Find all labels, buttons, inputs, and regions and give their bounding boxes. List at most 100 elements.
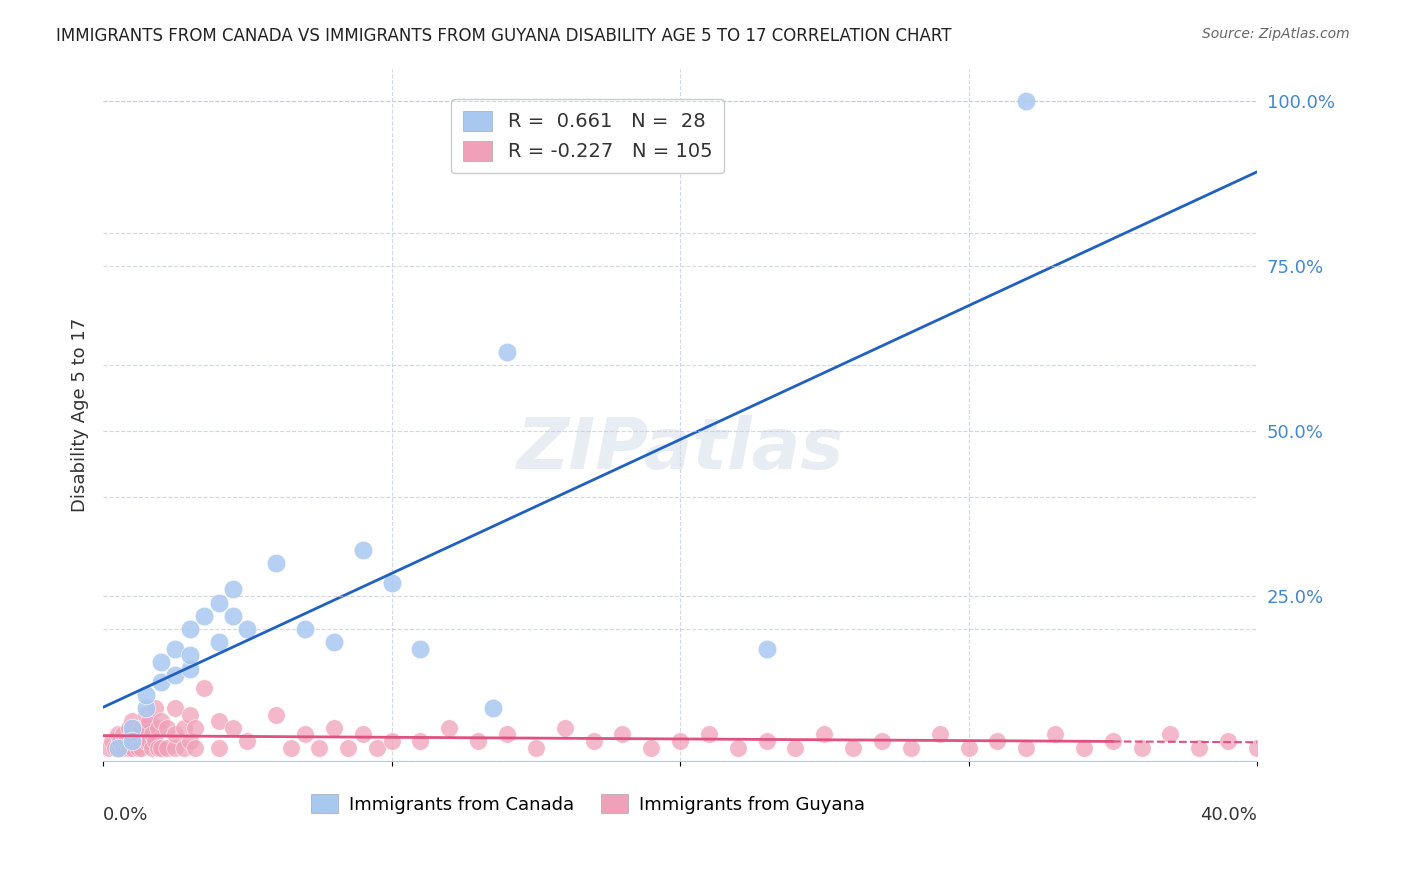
Point — [1275, 727, 1298, 741]
Point — [127, 727, 149, 741]
Point — [184, 740, 207, 755]
Text: Source: ZipAtlas.com: Source: ZipAtlas.com — [1202, 27, 1350, 41]
Point — [179, 622, 201, 636]
Point — [222, 582, 245, 597]
Point — [1218, 734, 1240, 748]
Point — [669, 734, 692, 748]
Point — [1391, 727, 1406, 741]
Point — [308, 740, 330, 755]
Point — [155, 740, 177, 755]
Point — [129, 740, 152, 755]
Point — [207, 635, 229, 649]
Point — [115, 740, 138, 755]
Point — [496, 345, 519, 359]
Point — [129, 721, 152, 735]
Point — [467, 734, 489, 748]
Point — [112, 740, 135, 755]
Point — [1043, 727, 1066, 741]
Point — [146, 721, 169, 735]
Point — [352, 542, 374, 557]
Point — [640, 740, 662, 755]
Point — [146, 740, 169, 755]
Point — [236, 622, 259, 636]
Point — [184, 721, 207, 735]
Point — [294, 727, 316, 741]
Point — [115, 734, 138, 748]
Legend: Immigrants from Canada, Immigrants from Guyana: Immigrants from Canada, Immigrants from … — [304, 788, 872, 821]
Text: ZIPatlas: ZIPatlas — [516, 415, 844, 483]
Point — [928, 727, 950, 741]
Point — [1188, 740, 1211, 755]
Point — [179, 707, 201, 722]
Point — [280, 740, 302, 755]
Point — [322, 721, 344, 735]
Point — [141, 740, 163, 755]
Point — [165, 668, 187, 682]
Point — [439, 721, 461, 735]
Text: 40.0%: 40.0% — [1201, 805, 1257, 824]
Point — [107, 740, 129, 755]
Point — [755, 641, 778, 656]
Point — [149, 714, 172, 729]
Point — [165, 701, 187, 715]
Point — [155, 721, 177, 735]
Text: IMMIGRANTS FROM CANADA VS IMMIGRANTS FROM GUYANA DISABILITY AGE 5 TO 17 CORRELAT: IMMIGRANTS FROM CANADA VS IMMIGRANTS FRO… — [56, 27, 952, 45]
Point — [481, 701, 503, 715]
Point — [554, 721, 576, 735]
Point — [121, 734, 143, 748]
Point — [149, 655, 172, 669]
Point — [121, 714, 143, 729]
Point — [1101, 734, 1123, 748]
Point — [612, 727, 634, 741]
Point — [409, 641, 432, 656]
Point — [842, 740, 865, 755]
Point — [118, 721, 141, 735]
Point — [207, 714, 229, 729]
Point — [149, 740, 172, 755]
Point — [1333, 734, 1355, 748]
Point — [121, 740, 143, 755]
Point — [97, 740, 120, 755]
Point — [135, 721, 157, 735]
Point — [143, 734, 166, 748]
Point — [135, 707, 157, 722]
Point — [337, 740, 360, 755]
Point — [118, 740, 141, 755]
Point — [381, 734, 404, 748]
Point — [264, 556, 287, 570]
Point — [870, 734, 893, 748]
Point — [366, 740, 388, 755]
Point — [582, 734, 605, 748]
Point — [785, 740, 807, 755]
Point — [135, 701, 157, 715]
Point — [101, 734, 124, 748]
Point — [138, 734, 160, 748]
Point — [207, 596, 229, 610]
Point — [900, 740, 922, 755]
Point — [697, 727, 720, 741]
Point — [121, 734, 143, 748]
Point — [813, 727, 835, 741]
Point — [381, 575, 404, 590]
Point — [207, 740, 229, 755]
Point — [179, 734, 201, 748]
Point — [127, 740, 149, 755]
Point — [143, 701, 166, 715]
Point — [104, 740, 127, 755]
Point — [236, 734, 259, 748]
Point — [193, 681, 215, 696]
Point — [222, 721, 245, 735]
Point — [1159, 727, 1181, 741]
Point — [1073, 740, 1095, 755]
Point — [193, 608, 215, 623]
Point — [1361, 740, 1384, 755]
Point — [409, 734, 432, 748]
Point — [1015, 95, 1038, 109]
Point — [135, 688, 157, 702]
Text: 0.0%: 0.0% — [103, 805, 149, 824]
Point — [755, 734, 778, 748]
Point — [121, 727, 143, 741]
Point — [1015, 740, 1038, 755]
Point — [1303, 740, 1326, 755]
Point — [986, 734, 1008, 748]
